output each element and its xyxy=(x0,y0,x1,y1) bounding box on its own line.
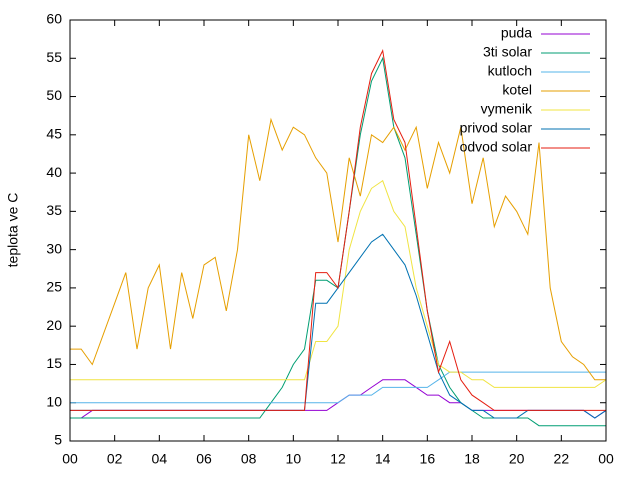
y-tick-label: 15 xyxy=(46,355,62,371)
y-tick-label: 55 xyxy=(46,49,62,65)
y-tick-label: 40 xyxy=(46,164,62,180)
x-tick-label: 00 xyxy=(598,451,614,467)
x-tick-label: 12 xyxy=(330,451,346,467)
series-line xyxy=(70,117,606,381)
legend-label: kotel xyxy=(502,82,532,98)
x-tick-label: 00 xyxy=(62,451,78,467)
x-tick-label: 06 xyxy=(196,451,212,467)
x-tick-label: 02 xyxy=(107,451,123,467)
x-tick-label: 14 xyxy=(375,451,391,467)
x-tick-label: 20 xyxy=(509,451,525,467)
x-tick-label: 04 xyxy=(152,451,168,467)
y-tick-label: 35 xyxy=(46,202,62,218)
y-tick-label: 20 xyxy=(46,317,62,333)
y-tick-label: 50 xyxy=(46,87,62,103)
legend-label: kutloch xyxy=(488,63,532,79)
y-tick-label: 45 xyxy=(46,126,62,142)
series-line xyxy=(70,48,606,411)
y-tick-label: 5 xyxy=(54,432,62,448)
y-tick-label: 60 xyxy=(46,11,62,27)
y-tick-label: 30 xyxy=(46,240,62,256)
series-line xyxy=(70,179,607,388)
y-tick-label: 10 xyxy=(46,393,62,409)
legend-label: odvod solar xyxy=(460,139,533,155)
legend-label: privod solar xyxy=(460,120,533,136)
x-tick-label: 18 xyxy=(464,451,480,467)
plot-border xyxy=(69,19,607,442)
x-tick-label: 22 xyxy=(554,451,570,467)
y-axis-label: teplota ve C xyxy=(5,193,21,268)
legend-label: puda xyxy=(501,25,532,41)
x-tick-label: 16 xyxy=(420,451,436,467)
legend-label: 3ti solar xyxy=(483,44,532,60)
series-line xyxy=(70,371,606,404)
legend-label: vymenik xyxy=(481,101,533,117)
x-tick-label: 08 xyxy=(241,451,257,467)
x-tick-label: 10 xyxy=(286,451,302,467)
y-tick-label: 25 xyxy=(46,279,62,295)
